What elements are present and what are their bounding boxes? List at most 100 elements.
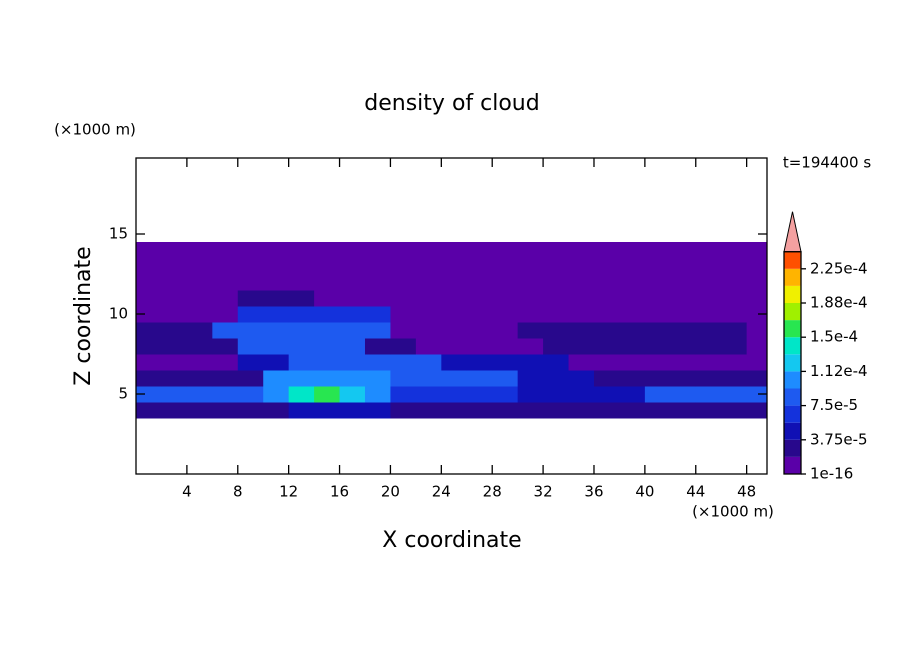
contour-cell	[695, 402, 722, 419]
contour-cell	[441, 354, 468, 371]
contour-cell	[721, 354, 748, 371]
contour-cell	[543, 290, 570, 307]
time-label: t=194400 s	[783, 154, 871, 172]
contour-cell	[186, 386, 213, 403]
contour-cell	[619, 322, 646, 339]
contour-cell	[212, 338, 239, 355]
plot-frame	[135, 157, 768, 475]
colorbar-band	[784, 354, 801, 372]
colorbar-band	[784, 303, 801, 321]
x-tick-label: 40	[635, 483, 654, 501]
x-tick-label: 44	[686, 483, 705, 501]
contour-cell	[517, 402, 544, 419]
y-tick-label: 10	[109, 305, 128, 323]
contour-cell	[314, 354, 341, 371]
colorbar-band	[784, 422, 801, 440]
contour-cell	[670, 354, 697, 371]
x-tick-label: 36	[584, 483, 603, 501]
contour-cell	[644, 370, 671, 387]
contour-cell	[136, 242, 162, 259]
x-tick-label: 24	[432, 483, 451, 501]
contour-cell	[364, 386, 391, 403]
contour-cell	[136, 258, 162, 275]
contour-cell	[314, 322, 341, 339]
contour-cell	[670, 290, 697, 307]
colorbar-tick-label: 1.5e-4	[810, 328, 858, 346]
contour-cell	[390, 370, 417, 387]
contour-cell	[339, 258, 366, 275]
contour-cell	[314, 274, 341, 291]
contour-cell	[492, 402, 519, 419]
contour-cell	[670, 242, 697, 259]
contour-cell	[186, 354, 213, 371]
contour-cell	[466, 354, 493, 371]
colorbar-tick-label: 2.25e-4	[810, 259, 868, 277]
contour-cell	[339, 322, 366, 339]
contour-cell	[517, 354, 544, 371]
contour-cell	[237, 290, 264, 307]
contour-cell	[339, 386, 366, 403]
contour-cell	[492, 322, 519, 339]
contour-cell	[212, 370, 239, 387]
contour-cell	[263, 274, 290, 291]
contour-cell	[161, 242, 188, 259]
contour-cell	[644, 290, 671, 307]
colorbar-band	[784, 456, 801, 474]
contour-cell	[212, 274, 239, 291]
contour-cell	[237, 322, 264, 339]
contour-cell	[593, 274, 620, 291]
contour-cell	[415, 322, 442, 339]
contour-cell	[288, 290, 315, 307]
contour-cell	[314, 370, 341, 387]
contour-cell	[212, 242, 239, 259]
contour-cell	[619, 258, 646, 275]
contour-cell	[237, 354, 264, 371]
contour-cell	[568, 354, 595, 371]
contour-cell	[568, 242, 595, 259]
contour-cell	[339, 402, 366, 419]
contour-cell	[746, 338, 767, 355]
contour-cell	[415, 354, 442, 371]
contour-cell	[441, 338, 468, 355]
contour-cell	[441, 402, 468, 419]
contour-cell	[695, 290, 722, 307]
contour-cell	[492, 386, 519, 403]
contour-cell	[517, 370, 544, 387]
contour-cell	[364, 370, 391, 387]
contour-cell	[186, 370, 213, 387]
contour-cell	[568, 290, 595, 307]
contour-cell	[568, 338, 595, 355]
contour-cell	[288, 242, 315, 259]
contour-cell	[466, 274, 493, 291]
contour-cell	[517, 386, 544, 403]
contour-cell	[441, 258, 468, 275]
contour-cell	[339, 306, 366, 323]
contour-cell	[593, 338, 620, 355]
contour-cell	[619, 370, 646, 387]
contour-cell	[492, 274, 519, 291]
contour-cell	[364, 354, 391, 371]
contour-cell	[543, 274, 570, 291]
contour-cell	[364, 306, 391, 323]
contour-cell	[721, 258, 748, 275]
contour-cell	[390, 242, 417, 259]
contour-cell	[746, 354, 767, 371]
contour-cell	[517, 338, 544, 355]
contour-cell	[593, 242, 620, 259]
contour-cell	[161, 354, 188, 371]
x-tick-label: 28	[483, 483, 502, 501]
contour-cell	[670, 338, 697, 355]
contour-cell	[441, 306, 468, 323]
contour-cell	[390, 402, 417, 419]
contour-cell	[186, 242, 213, 259]
contour-cell	[517, 290, 544, 307]
contour-cell	[288, 402, 315, 419]
contour-cell	[288, 274, 315, 291]
contour-cell	[288, 306, 315, 323]
contour-cell	[186, 258, 213, 275]
contour-cell	[364, 402, 391, 419]
chart-title: density of cloud	[364, 91, 539, 116]
contour-cell	[237, 402, 264, 419]
contour-cell	[721, 274, 748, 291]
contour-cell	[517, 322, 544, 339]
